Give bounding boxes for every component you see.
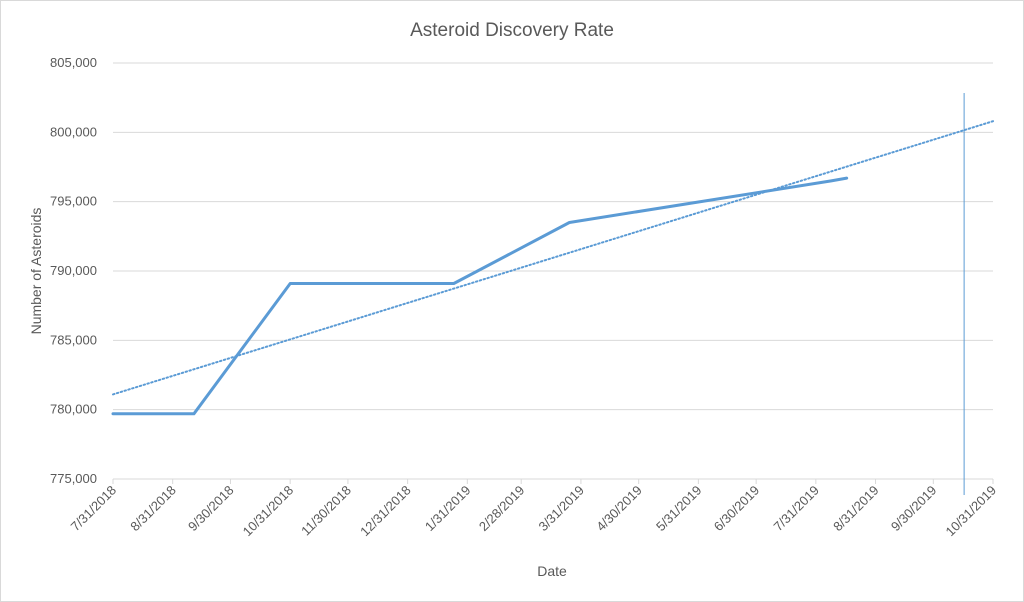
y-tick-label: 805,000 <box>50 55 97 70</box>
x-tick-label: 7/31/2018 <box>68 483 120 535</box>
x-tick-label: 9/30/2019 <box>888 483 940 535</box>
x-tick-label: 7/31/2019 <box>770 483 822 535</box>
y-tick-label: 780,000 <box>50 402 97 417</box>
chart-title: Asteroid Discovery Rate <box>410 20 614 41</box>
series-line <box>111 176 849 416</box>
plot-marks <box>111 93 994 495</box>
y-axis-title: Number of Asteroids <box>28 208 44 335</box>
x-tick-label: 11/30/2018 <box>298 483 354 539</box>
x-tick-label: 4/30/2019 <box>593 483 645 535</box>
x-tick-label: 10/31/2018 <box>240 483 297 540</box>
x-tick-label: 12/31/2018 <box>357 483 414 540</box>
y-axis-tick-labels: 775,000 780,000 785,000 790,000 795,000 800,0… <box>50 55 97 486</box>
x-axis-title: Date <box>537 563 567 579</box>
y-tick-label: 795,000 <box>50 194 97 209</box>
x-tick-label: 9/30/2018 <box>185 483 237 535</box>
trendline <box>112 120 994 396</box>
x-tick-label: 5/31/2019 <box>653 483 705 535</box>
y-tick-label: 800,000 <box>50 124 97 139</box>
y-tick-label: 775,000 <box>50 471 97 486</box>
x-tick-label: 3/31/2019 <box>536 483 588 535</box>
x-axis-tick-labels: 7/31/2018 8/31/2018 9/30/2018 10/31/2018 11/… <box>68 483 1000 540</box>
x-tick-label: 2/28/2019 <box>476 483 528 535</box>
gridlines <box>113 62 993 411</box>
y-tick-label: 790,000 <box>50 263 97 278</box>
y-tick-label: 785,000 <box>50 332 97 347</box>
x-tick-label: 1/31/2019 <box>422 483 474 535</box>
x-tick-label: 8/31/2018 <box>127 483 179 535</box>
x-tick-label: 6/30/2019 <box>711 483 763 535</box>
x-tick-label: 8/31/2019 <box>830 483 882 535</box>
x-axis <box>112 478 994 484</box>
x-tick-label: 10/31/2019 <box>942 483 999 540</box>
